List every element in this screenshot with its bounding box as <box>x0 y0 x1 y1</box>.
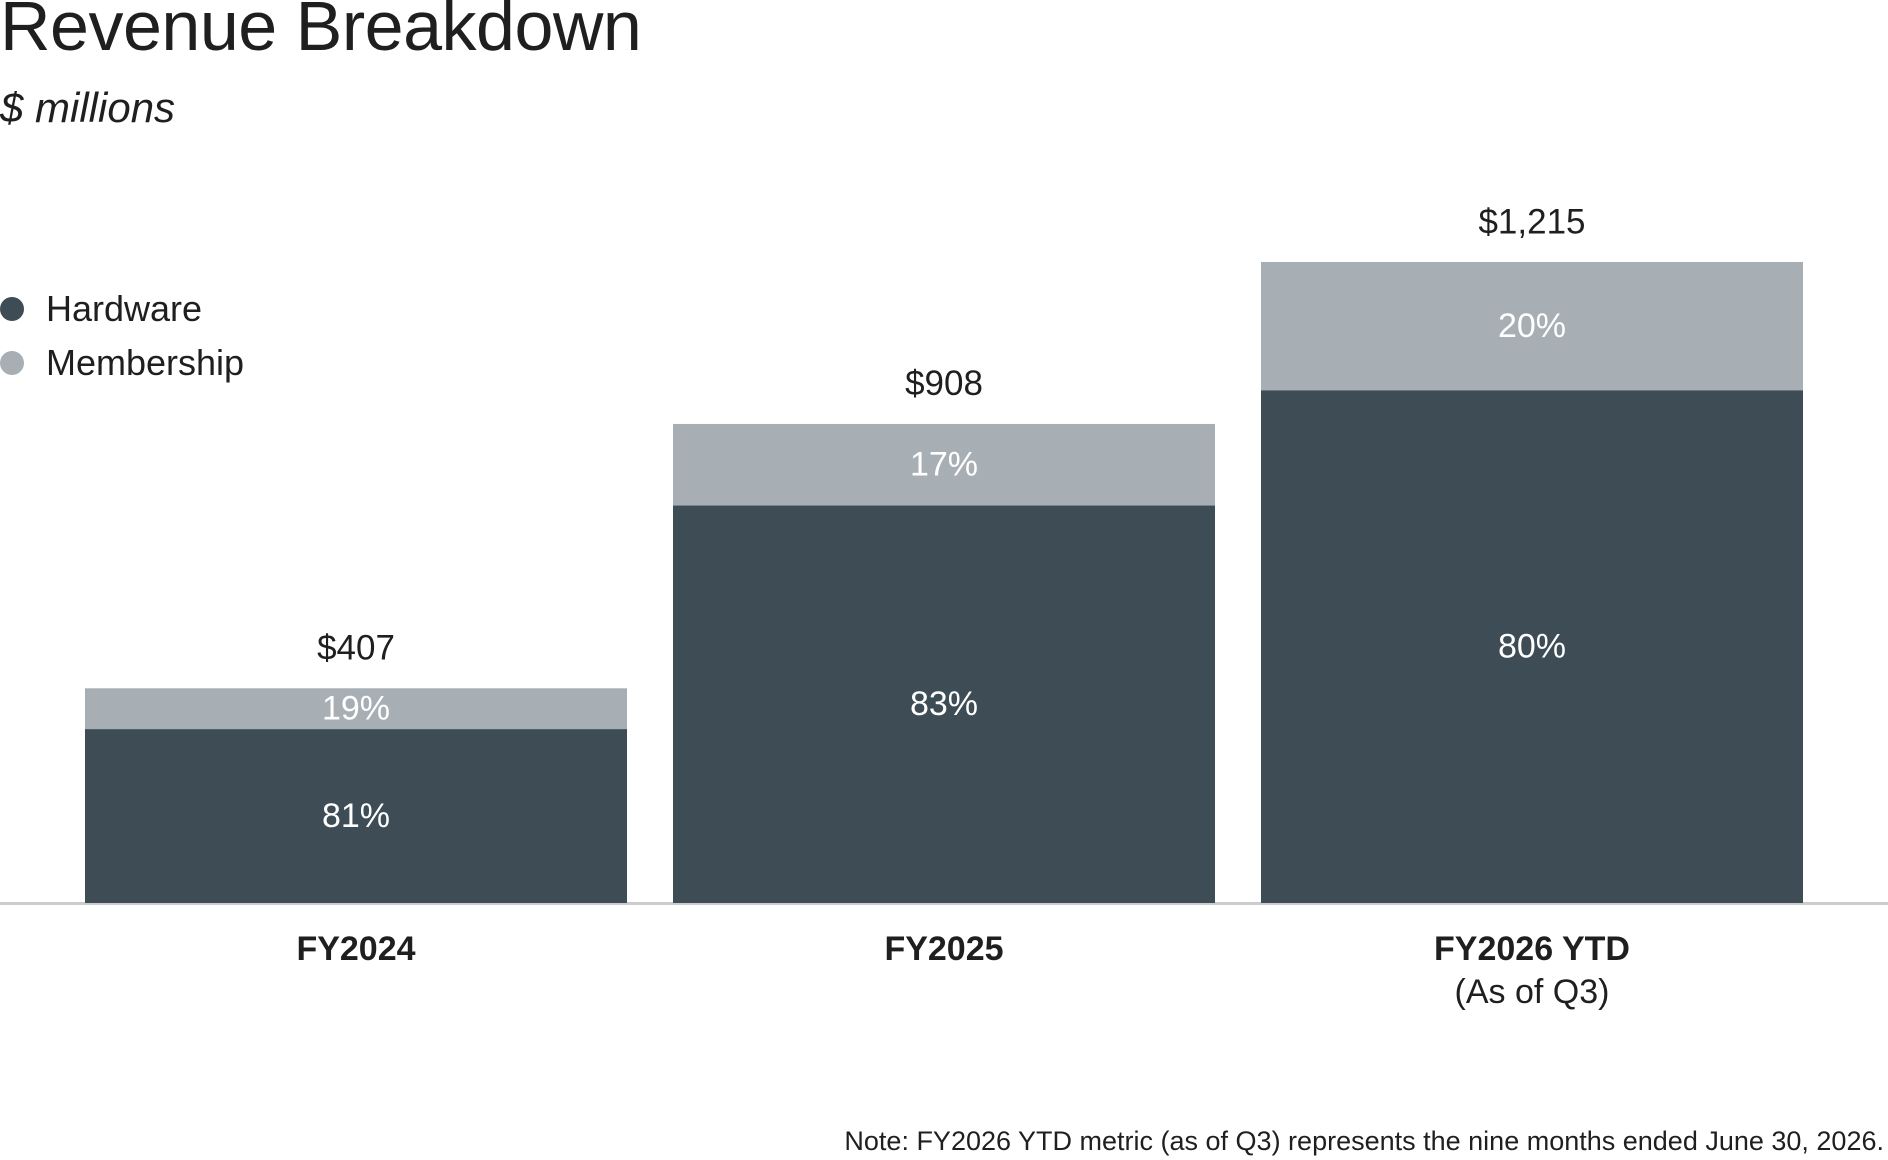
footnote: Note: FY2026 YTD metric (as of Q3) repre… <box>844 1126 1884 1156</box>
bar-label-membership-2: 20% <box>1498 307 1566 345</box>
legend-label-membership: Membership <box>46 342 245 383</box>
legend-swatch-membership <box>0 351 24 375</box>
bar-label-membership-1: 17% <box>910 446 978 484</box>
bar-plot: 81% 19% $407 FY2024 83% 17% $908 FY2025 80% 20% $1… <box>0 202 1888 1011</box>
bar-label-hardware-0: 81% <box>322 797 390 835</box>
bar-membership-1 <box>673 423 1215 506</box>
legend: Hardware Membership <box>0 282 244 390</box>
bar-hardware-0 <box>85 729 627 903</box>
bar-label-hardware-2: 80% <box>1498 628 1566 666</box>
chart-subtitle: $ millions <box>0 84 176 131</box>
legend-item-hardware: Hardware <box>0 282 244 336</box>
x-tick-label-1: FY2025 <box>884 930 1003 968</box>
bar-hardware-1 <box>673 505 1215 903</box>
bar-membership-2 <box>1261 262 1803 391</box>
total-label-0: $407 <box>317 629 395 668</box>
x-tick-label-0: FY2024 <box>296 930 415 968</box>
bar-membership-0 <box>85 688 627 730</box>
x-tick-label-2: FY2026 YTD <box>1434 930 1630 968</box>
legend-swatch-hardware <box>0 297 24 321</box>
total-label-2: $1,215 <box>1478 202 1585 241</box>
bar-hardware-2 <box>1261 390 1803 903</box>
legend-item-membership: Membership <box>0 336 244 390</box>
bar-label-membership-0: 19% <box>322 690 390 728</box>
x-tick-sublabel-2: (As of Q3) <box>1455 973 1610 1011</box>
total-label-1: $908 <box>905 364 983 403</box>
legend-label-hardware: Hardware <box>46 288 203 329</box>
chart-title: Revenue Breakdown <box>0 0 642 65</box>
bar-label-hardware-1: 83% <box>910 685 978 723</box>
